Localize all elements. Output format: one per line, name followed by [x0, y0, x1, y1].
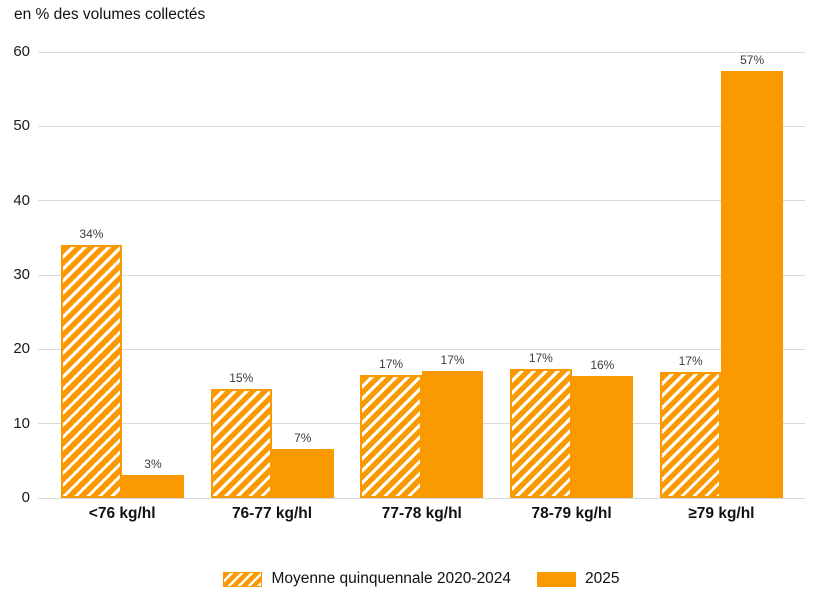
y-tick-label: 20	[13, 340, 30, 358]
legend-item: Moyenne quinquennale 2020-2024	[223, 570, 511, 588]
x-tick-label: <76 kg/hl	[88, 505, 156, 522]
bar-value-label: 16%	[590, 358, 615, 373]
bar-value-label: 17%	[528, 350, 553, 365]
bar-value-label: 17%	[678, 354, 703, 369]
gridline	[38, 125, 805, 127]
x-tick-label: 76-77 kg/hl	[231, 505, 313, 522]
legend-item: 2025	[537, 570, 620, 588]
y-tick-label: 0	[21, 489, 30, 506]
gridline	[38, 497, 805, 499]
legend-label: Moyenne quinquennale 2020-2024	[271, 570, 512, 587]
x-tick-label: ≥79 kg/hl	[688, 505, 755, 522]
gridline	[38, 274, 805, 276]
bar-value-label: 7%	[294, 430, 312, 445]
bar-value-label: 3%	[144, 456, 162, 471]
y-tick-label: 40	[13, 191, 30, 209]
bar-value-label: 57%	[740, 53, 765, 68]
bar-group: 17% 57%	[659, 52, 783, 498]
y-tick-label: 10	[13, 414, 30, 432]
y-tick-label: 30	[13, 266, 30, 283]
legend-label: 2025	[585, 570, 620, 587]
x-tick-label: 77-78 kg/hl	[381, 505, 462, 522]
legend-swatch-hatched	[223, 571, 263, 587]
bar-2025	[421, 370, 484, 498]
legend-swatch-solid	[537, 571, 577, 587]
bar-avg-2020-2024	[360, 374, 422, 498]
bar-2025	[571, 376, 634, 498]
y-tick-label: 50	[13, 117, 30, 135]
y-tick-label: 60	[13, 43, 30, 60]
bar-2025	[272, 448, 334, 498]
x-axis: <76 kg/hl 76-77 kg/hl 77-78 kg/hl 78-79 kg/…	[38, 505, 805, 527]
bar-avg-2020-2024	[60, 245, 123, 498]
legend: Moyenne quinquennale 2020-2024 2025	[38, 570, 805, 588]
bar-value-label: 17%	[379, 356, 404, 371]
bar-avg-2020-2024	[510, 368, 572, 498]
bar-value-label: 17%	[440, 352, 465, 367]
gridline	[38, 348, 805, 350]
bar-group: 17% 16%	[510, 52, 634, 498]
gridline	[38, 200, 805, 202]
x-tick-label: 78-79 kg/hl	[531, 505, 612, 522]
bar-group: 17% 17%	[360, 52, 484, 498]
bar-group: 34% 3%	[60, 52, 184, 498]
bar-group: 15% 7%	[210, 52, 334, 498]
chart-title: en % des volumes collectés	[14, 6, 206, 23]
bar-avg-2020-2024	[659, 372, 722, 498]
bar-avg-2020-2024	[210, 388, 272, 498]
bar-value-label: 15%	[229, 370, 254, 385]
y-axis: 0 10 20 30 40 50 60	[0, 43, 32, 506]
bar-value-label: 34%	[79, 227, 104, 242]
gridline	[38, 51, 805, 53]
bar-2025	[721, 71, 783, 498]
bar-2025	[122, 474, 184, 498]
plot-area: 34% 3% 15% 7% 17% 17% 17% 16% 17% 57%	[38, 51, 805, 499]
